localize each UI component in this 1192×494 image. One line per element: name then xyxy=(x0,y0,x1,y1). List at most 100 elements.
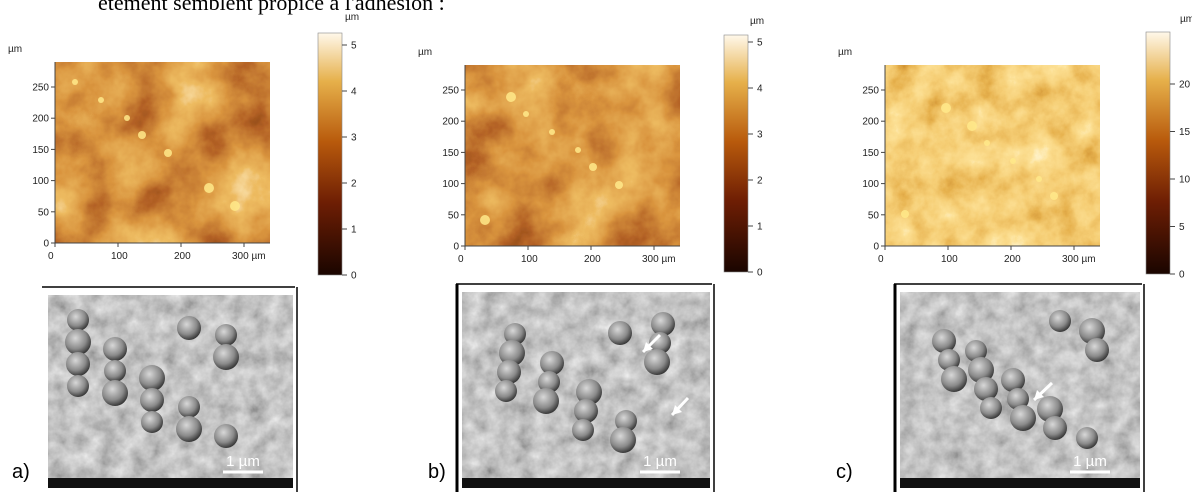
bacterium xyxy=(104,360,126,382)
bacterium xyxy=(499,340,525,366)
x-tick-label: 0 xyxy=(458,254,464,265)
x-tick-label: 300 µm xyxy=(1062,254,1096,265)
bacterium xyxy=(1085,338,1109,362)
x-tick-label: 100 xyxy=(111,251,128,262)
x-tick-label: 200 xyxy=(1004,254,1021,265)
afm-map xyxy=(465,65,680,246)
colorbar-tick-label: 1 xyxy=(351,225,357,236)
colorbar-tick-label: 20 xyxy=(1179,80,1191,91)
x-tick-label: 100 xyxy=(941,254,958,265)
colorbar-tick-label: 2 xyxy=(351,179,357,190)
bacterium xyxy=(980,397,1002,419)
x-tick-label: 0 xyxy=(48,251,54,262)
bacterium xyxy=(538,371,560,393)
y-tick-label: 250 xyxy=(32,83,49,94)
scale-bar-label: 1 µm xyxy=(643,453,677,470)
colorbar-tick-label: 2 xyxy=(757,176,763,187)
afm-spot xyxy=(941,103,951,113)
y-tick-label: 50 xyxy=(868,210,880,221)
bacterium xyxy=(651,312,675,336)
colorbar-tick-label: 5 xyxy=(757,38,763,49)
y-tick-label: 50 xyxy=(38,207,50,218)
bacterium xyxy=(176,416,202,442)
bacterium xyxy=(65,329,91,355)
bacterium xyxy=(649,332,671,354)
colorbar-tick-label: 0 xyxy=(1179,270,1185,281)
y-tick-label: 150 xyxy=(442,148,459,159)
x-tick-label: 300 µm xyxy=(642,254,676,265)
y-tick-label: 0 xyxy=(873,242,879,253)
bacterium xyxy=(644,349,670,375)
y-tick-label: 100 xyxy=(862,179,879,190)
bacterium xyxy=(139,365,165,391)
bacterium xyxy=(67,375,89,397)
bacterium xyxy=(1076,427,1098,449)
bacterium xyxy=(103,337,127,361)
arrow-head xyxy=(643,342,653,352)
y-tick-label: 150 xyxy=(862,148,879,159)
bacterium xyxy=(214,424,238,448)
afm-spot xyxy=(1036,176,1042,182)
y-tick-label: 250 xyxy=(862,86,879,97)
bacterium xyxy=(572,419,594,441)
colorbar-tick-label: 1 xyxy=(757,222,763,233)
bacterium xyxy=(497,360,521,384)
bacterium xyxy=(968,357,994,383)
bacterium xyxy=(932,329,956,353)
afm-spot xyxy=(1050,192,1058,200)
scale-bar-label: 1 µm xyxy=(1073,453,1107,470)
bacterium xyxy=(177,316,201,340)
afm-map xyxy=(55,62,270,243)
bacterium xyxy=(1049,310,1071,332)
y-tick-label: 250 xyxy=(442,86,459,97)
afm-spot xyxy=(164,149,172,157)
y-tick-label: 200 xyxy=(442,117,459,128)
bacterium xyxy=(974,377,998,401)
x-tick-label: 0 xyxy=(878,254,884,265)
colorbar-tick-label: 3 xyxy=(757,130,763,141)
bacterium xyxy=(965,340,987,362)
y-tick-label: 150 xyxy=(32,145,49,156)
bacterium xyxy=(574,399,598,423)
bacterium xyxy=(608,321,632,345)
panel-label: a) xyxy=(12,461,30,483)
colorbar-tick-label: 3 xyxy=(351,133,357,144)
y-tick-label: 200 xyxy=(862,117,879,128)
bacterium xyxy=(1007,388,1029,410)
bacterium xyxy=(213,344,239,370)
colorbar xyxy=(317,32,343,276)
bacterium xyxy=(941,366,967,392)
bacterium xyxy=(141,411,163,433)
x-tick-label: 300 µm xyxy=(232,251,266,262)
sem-footer xyxy=(462,478,710,488)
y-tick-label: 50 xyxy=(448,210,460,221)
afm-spot xyxy=(549,129,555,135)
colorbar-tick-label: 15 xyxy=(1179,127,1191,138)
bacterium xyxy=(615,410,637,432)
bacterium xyxy=(66,352,90,376)
afm-spot xyxy=(589,163,597,171)
axis-unit: µm xyxy=(838,47,852,58)
x-tick-label: 200 xyxy=(174,251,191,262)
colorbar-tick-label: 5 xyxy=(351,41,357,52)
colorbar-tick-label: 4 xyxy=(351,87,357,98)
afm-spot xyxy=(901,210,909,218)
colorbar xyxy=(723,34,749,273)
sem-image xyxy=(48,295,293,488)
afm-spot xyxy=(984,140,990,146)
bacterium xyxy=(495,380,517,402)
y-tick-label: 200 xyxy=(32,114,49,125)
afm-spot xyxy=(98,97,104,103)
bacterium xyxy=(215,324,237,346)
colorbar-tick-label: 0 xyxy=(351,271,357,282)
afm-spot xyxy=(967,121,977,131)
sem-footer xyxy=(900,478,1140,488)
bacterium xyxy=(67,309,89,331)
afm-spot xyxy=(615,181,623,189)
bacterium xyxy=(540,351,564,375)
bacterium xyxy=(504,323,526,345)
bacterium xyxy=(1010,405,1036,431)
afm-map xyxy=(885,65,1100,246)
bacterium xyxy=(102,380,128,406)
header-text: etement semblent propice à l'adhésion : xyxy=(98,0,445,15)
